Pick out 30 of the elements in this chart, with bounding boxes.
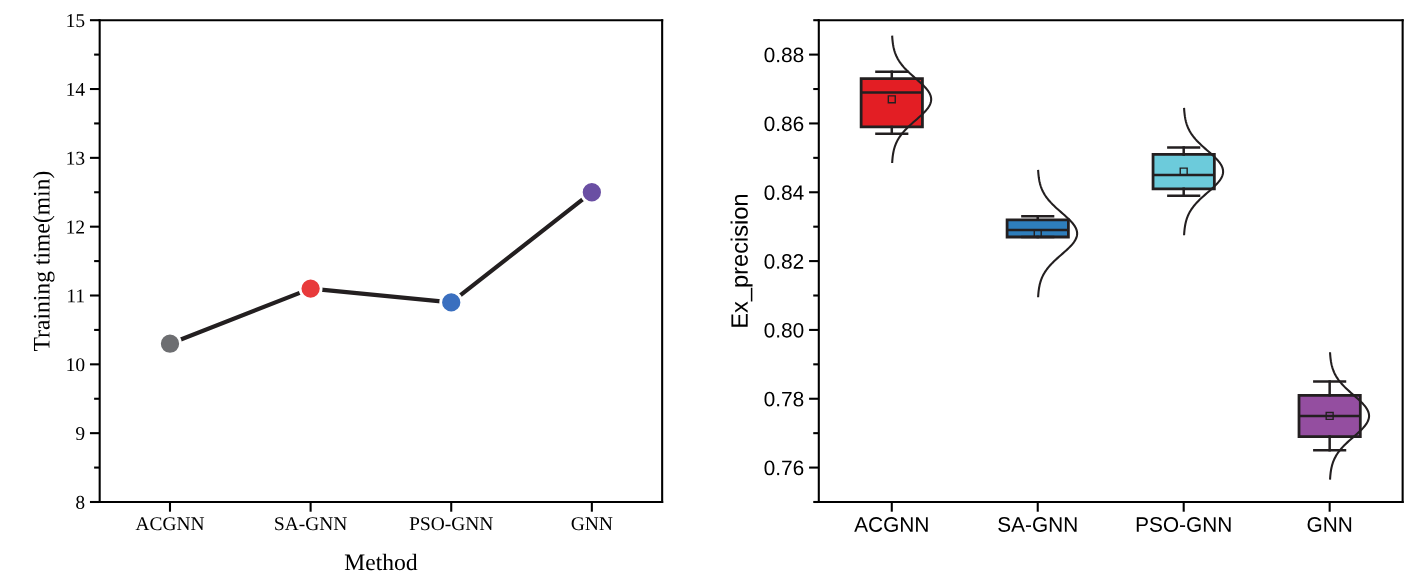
x-tick-label: PSO-GNN [409,517,493,531]
x-tick-label: SA-GNN [275,517,347,531]
y-tick-label: 14 [67,82,85,96]
y-axis-title: Ex_precision [730,195,753,327]
y-tick-label: 9 [76,427,85,441]
y-tick-label: 15 [67,14,85,28]
y-tick-label: 11 [68,289,84,303]
point [298,276,323,301]
y-tick-label: 13 [67,151,85,165]
y-tick-label: 0.88 [764,47,804,63]
x-tick-label: GNN [1307,517,1352,532]
y-tick-label: 0.76 [764,460,804,476]
y-tick-label: 0.84 [764,185,804,201]
y-tick-label: 8 [76,495,85,509]
y-tick-label: 10 [67,358,85,372]
x-tick-label: GNN [571,517,613,531]
y-tick-label: 0.82 [764,254,804,269]
y-tick-label: 0.86 [764,116,804,132]
x-tick-label: PSO-GNN [1136,517,1231,532]
point [158,331,182,356]
y-tick-label: 12 [67,220,85,234]
y-tick-label: 0.80 [764,322,804,338]
point [579,180,604,205]
x-tick-label: SA-GNN [998,517,1077,532]
y-axis-title: Training time(min) [33,171,55,352]
y-tick-label: 0.78 [764,391,804,407]
point [439,290,464,315]
x-tick-label: ACGNN [135,517,205,531]
x-tick-label: ACGNN [854,517,928,532]
x-axis-title: Method [344,553,418,571]
